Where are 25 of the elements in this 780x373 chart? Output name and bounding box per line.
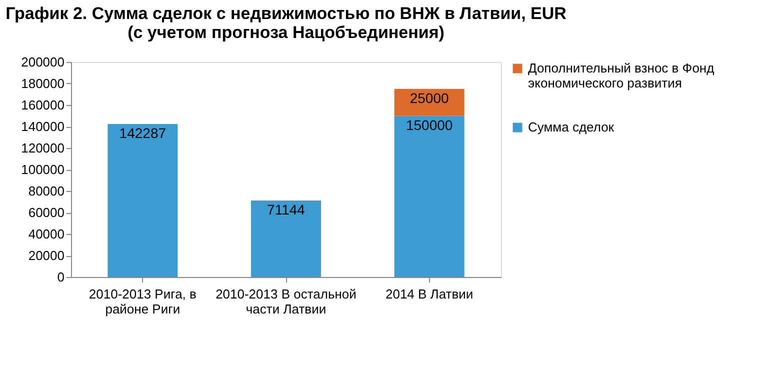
bar [108,124,178,277]
y-tick-label: 200000 [21,54,64,70]
y-tick-label: 100000 [21,162,64,177]
y-tick-label: 120000 [21,140,64,156]
x-tick-label: 2010-2013 В остальной части Латвии [216,286,356,316]
x-tick-label: 2010-2013 Рига, в районе Риги [88,286,197,316]
y-tick-label: 160000 [21,98,64,112]
y-tick-label: 40000 [28,226,64,242]
data-label: 142287 [119,125,166,142]
legend-label: Сумма сделок [528,120,614,134]
x-tick-label: 2014 В Латвии [385,286,474,302]
y-tick-label: 180000 [21,76,64,91]
bar [394,88,464,116]
bar [394,116,464,277]
y-tick-label: 0 [57,270,64,284]
bar [251,200,321,277]
chart-title: График 2. Сумма сделок с недвижимостью по ВНЖ в Латвии, EUR (с учетом прогноза Нацобъединения) [6,4,566,42]
y-tick-label: 140000 [21,119,64,134]
y-tick-label: 80000 [28,184,64,198]
data-label: 71144 [267,202,306,218]
data-label: 25000 [410,90,450,106]
y-tick-label: 60000 [28,205,64,220]
data-label: 150000 [406,116,453,133]
legend-label: Дополнительный взнос в Фонд экономического развития [528,60,715,90]
y-tick-label: 20000 [28,248,64,263]
